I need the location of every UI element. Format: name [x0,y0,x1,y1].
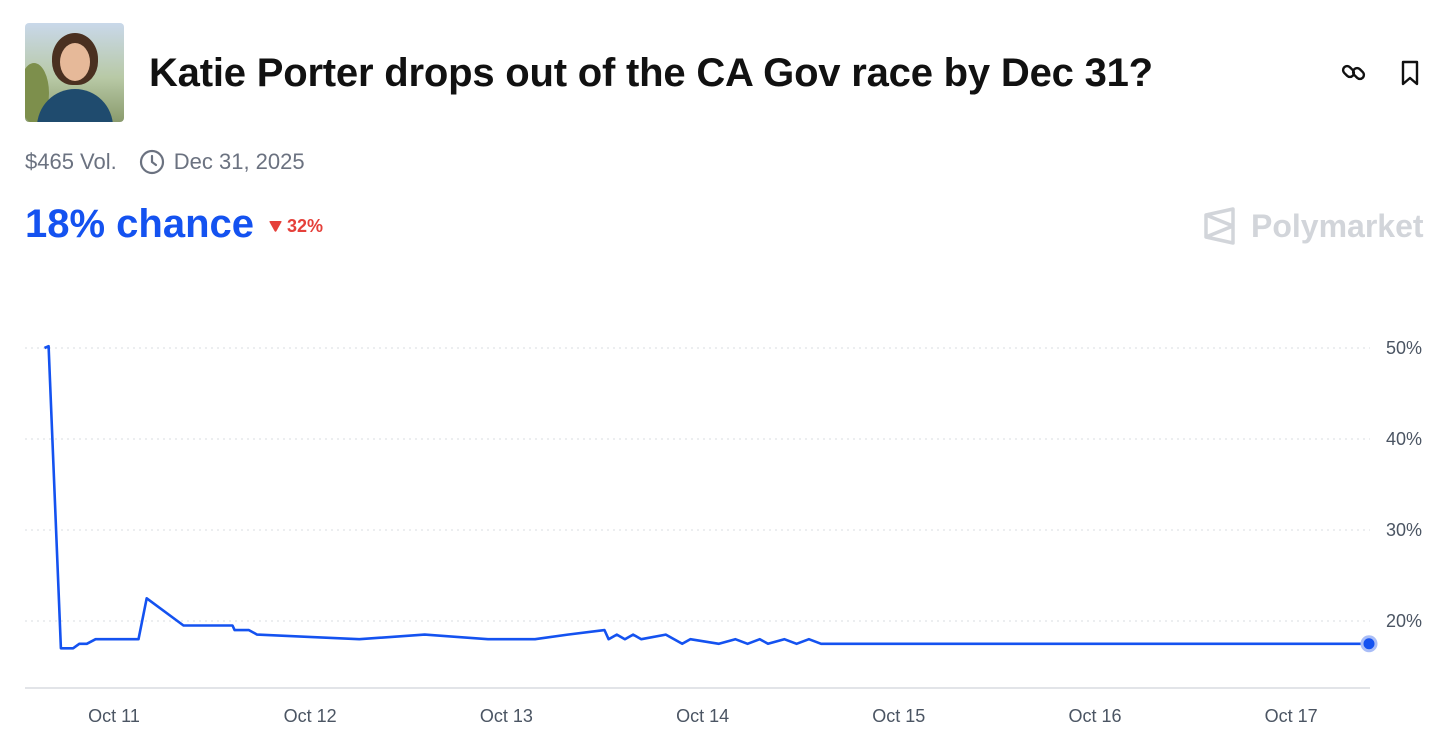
market-meta: $465 Vol. Dec 31, 2025 [25,148,305,176]
market-title: Katie Porter drops out of the CA Gov rac… [149,51,1153,95]
chance-value: 18% chance [25,202,255,246]
brand-name: Polymarket [1251,207,1424,244]
triangle-down-icon [269,221,282,232]
change-badge: 32% [268,216,323,237]
x-tick-label: Oct 15 [872,706,925,726]
current-price-marker[interactable] [1360,635,1378,653]
y-tick-label: 30% [1386,520,1422,540]
polymarket-brand: Polymarket [1203,207,1424,245]
y-tick-label: 20% [1386,611,1422,631]
x-tick-label: Oct 13 [480,706,533,726]
y-tick-label: 40% [1386,429,1422,449]
x-tick-label: Oct 14 [676,706,729,726]
polymarket-logo-icon [1204,207,1235,245]
price-series-line [43,344,1369,650]
x-tick-label: Oct 12 [284,706,337,726]
link-icon [1341,64,1366,81]
bookmark-button[interactable] [1396,58,1426,88]
y-tick-label: 50% [1386,338,1422,358]
x-tick-label: Oct 16 [1068,706,1121,726]
end-date-text: Dec 31, 2025 [173,149,305,174]
clock-icon [139,149,165,175]
copy-link-button[interactable] [1339,58,1369,88]
x-tick-label: Oct 17 [1265,706,1318,726]
x-tick-label: Oct 11 [88,706,140,726]
change-value: 32% [287,216,324,236]
bookmark-icon [1401,60,1419,86]
market-avatar [25,23,124,122]
volume-text: $465 Vol. [25,149,117,174]
